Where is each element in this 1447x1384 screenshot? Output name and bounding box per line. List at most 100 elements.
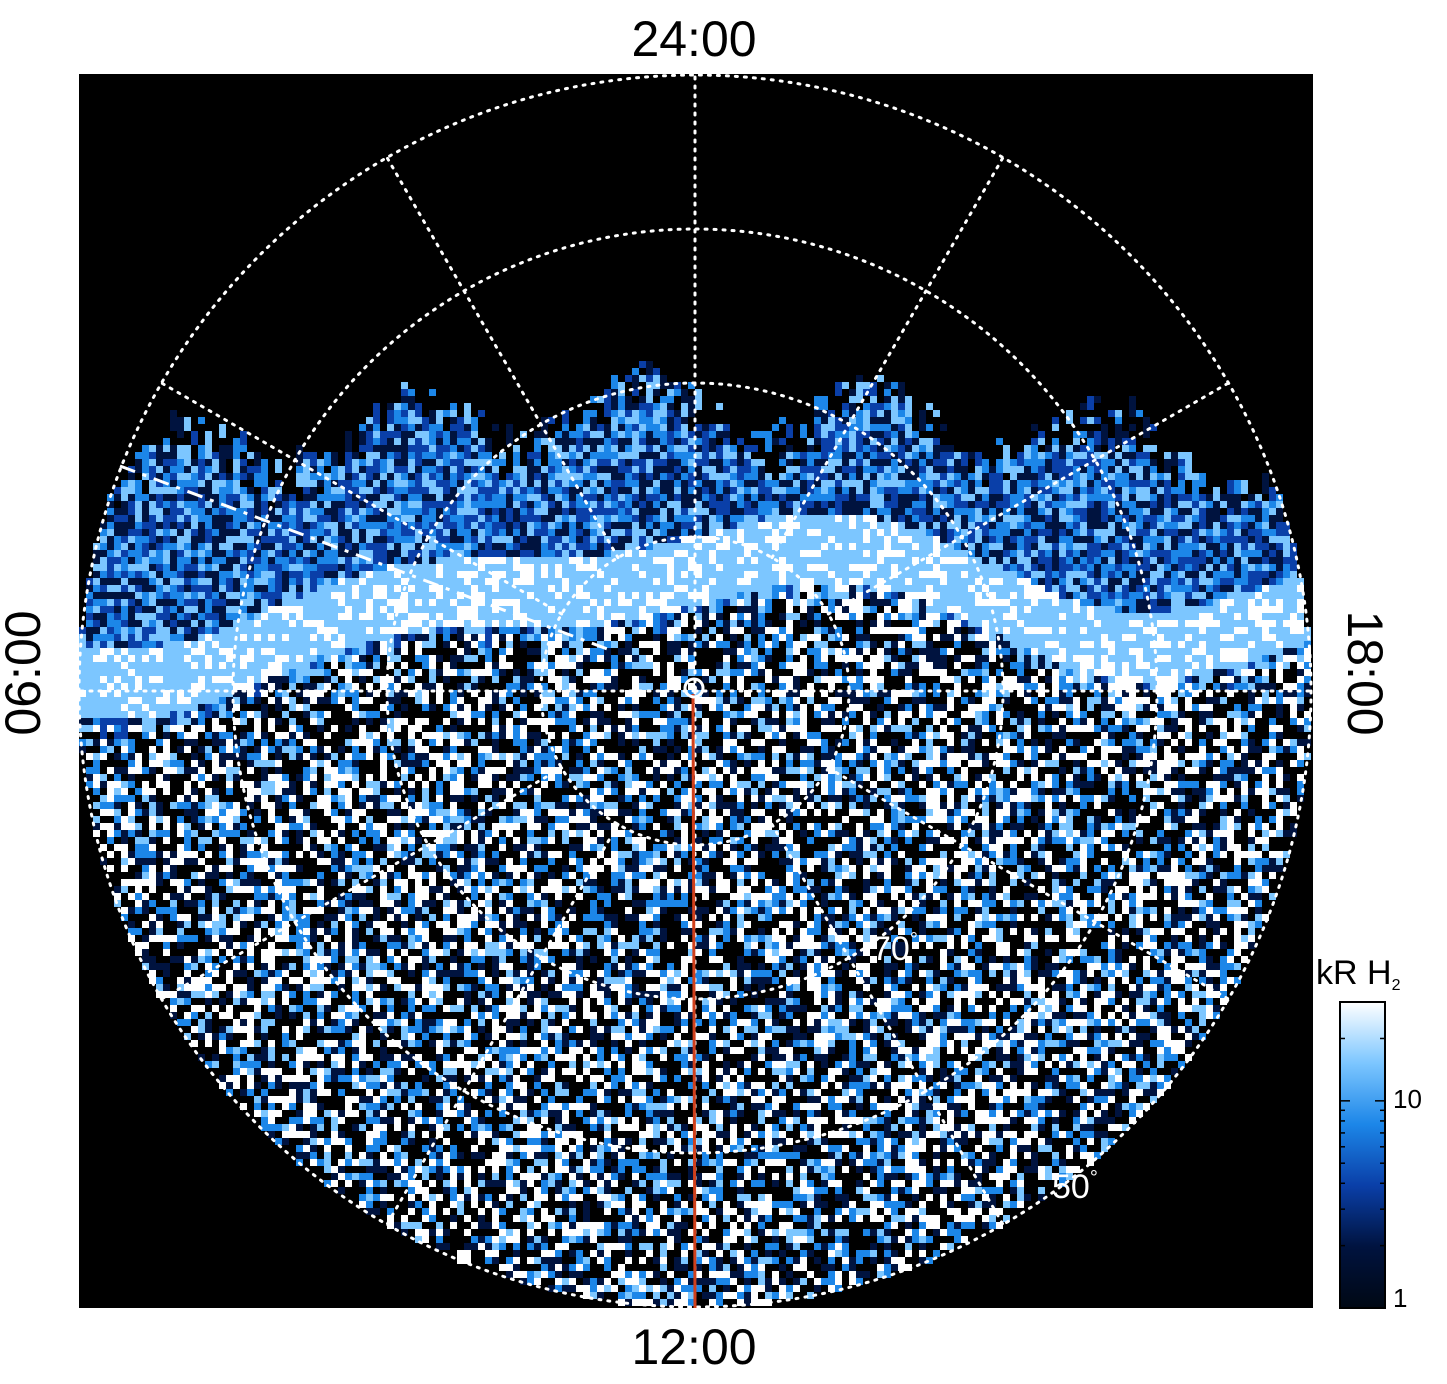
heatmap-cell <box>1003 487 1010 494</box>
heatmap-cell <box>149 634 156 641</box>
heatmap-cell <box>912 627 919 634</box>
heatmap-cell <box>695 389 702 410</box>
heatmap-cell <box>800 634 807 641</box>
heatmap-cell <box>275 550 282 557</box>
heatmap-cell <box>205 494 212 501</box>
heatmap-cell <box>1234 550 1241 557</box>
heatmap-cell <box>653 501 660 508</box>
heatmap-cell <box>835 585 842 592</box>
heatmap-cell <box>478 620 485 627</box>
heatmap-cell <box>198 445 205 459</box>
heatmap-cell <box>254 585 261 592</box>
heatmap-cell <box>366 641 373 655</box>
heatmap-cell <box>1206 592 1213 599</box>
heatmap-cell <box>611 529 618 536</box>
heatmap-cell <box>163 473 170 480</box>
heatmap-cell <box>359 557 366 564</box>
heatmap-cell <box>1206 522 1213 529</box>
heatmap-cell <box>646 431 653 438</box>
heatmap-cell <box>919 613 926 620</box>
heatmap-cell <box>863 550 870 557</box>
heatmap-cell <box>569 466 576 473</box>
heatmap-cell <box>1038 613 1045 620</box>
heatmap-cell <box>212 466 219 473</box>
heatmap-cell <box>856 438 863 445</box>
heatmap-cell <box>345 431 352 452</box>
heatmap-cell <box>968 613 975 620</box>
heatmap-cell <box>744 641 751 648</box>
heatmap-cell <box>926 494 933 501</box>
heatmap-cell <box>1276 634 1283 641</box>
heatmap-cell <box>618 606 625 613</box>
heatmap-cell <box>135 641 142 648</box>
heatmap-cell <box>702 473 709 480</box>
heatmap-cell <box>415 648 422 655</box>
heatmap-cell <box>569 480 576 487</box>
heatmap-cell <box>464 585 471 592</box>
heatmap-cell <box>177 634 184 641</box>
heatmap-cell <box>1262 627 1269 634</box>
heatmap-cell <box>863 508 870 515</box>
heatmap-cell <box>667 382 674 389</box>
heatmap-cell <box>954 627 961 634</box>
heatmap-cell <box>898 480 905 487</box>
heatmap-cell <box>1269 487 1276 501</box>
heatmap-cell <box>1171 557 1178 564</box>
heatmap-cell <box>212 578 219 585</box>
heatmap-cell <box>366 571 373 578</box>
heatmap-cell <box>1073 543 1080 550</box>
heatmap-cell <box>744 480 751 487</box>
heatmap-cell <box>1241 501 1248 508</box>
heatmap-cell <box>604 403 611 417</box>
heatmap-cell <box>1220 620 1227 627</box>
heatmap-cell <box>366 431 373 452</box>
heatmap-cell <box>394 403 401 410</box>
heatmap-cell <box>660 403 667 417</box>
heatmap-cell <box>1045 578 1052 585</box>
heatmap-cell <box>415 592 422 599</box>
heatmap-cell <box>877 613 884 620</box>
heatmap-cell <box>1080 417 1087 424</box>
heatmap-cell <box>534 515 541 522</box>
heatmap-cell <box>569 641 576 648</box>
heatmap-cell <box>681 550 688 557</box>
heatmap-cell <box>814 578 821 585</box>
heatmap-cell <box>1262 564 1269 571</box>
heatmap-cell <box>401 459 408 466</box>
heatmap-cell <box>275 459 282 473</box>
heatmap-cell <box>1066 410 1073 424</box>
heatmap-cell <box>814 396 821 410</box>
heatmap-cell <box>961 522 968 529</box>
heatmap-cell <box>1115 424 1122 445</box>
heatmap-cell <box>1220 501 1227 508</box>
heatmap-cell <box>688 634 695 641</box>
heatmap-cell <box>996 564 1003 571</box>
heatmap-cell <box>1227 522 1234 529</box>
heatmap-cell <box>443 641 450 648</box>
heatmap-cell <box>1066 606 1073 613</box>
heatmap-cell <box>359 431 366 452</box>
heatmap-cell <box>359 445 366 452</box>
heatmap-cell <box>1276 550 1283 557</box>
heatmap-cell <box>1031 424 1038 431</box>
heatmap-cell <box>926 585 933 592</box>
heatmap-cell <box>1115 473 1122 480</box>
heatmap-cell <box>380 501 387 508</box>
heatmap-cell <box>107 515 114 522</box>
heatmap-cell <box>982 592 989 599</box>
heatmap-cell <box>1199 494 1206 501</box>
heatmap-cell <box>1017 571 1024 578</box>
heatmap-cell <box>1108 522 1115 529</box>
heatmap-cell <box>1031 522 1038 529</box>
heatmap-cell <box>730 613 737 620</box>
heatmap-cell <box>737 613 744 620</box>
heatmap-cell <box>975 466 982 473</box>
heatmap-cell <box>674 634 681 641</box>
heatmap-cell <box>674 389 681 396</box>
heatmap-cell <box>436 620 443 627</box>
heatmap-cell <box>1045 501 1052 508</box>
heatmap-cell <box>800 536 807 543</box>
heatmap-cell <box>639 613 646 620</box>
heatmap-cell <box>660 543 667 550</box>
heatmap-cell <box>842 501 849 508</box>
